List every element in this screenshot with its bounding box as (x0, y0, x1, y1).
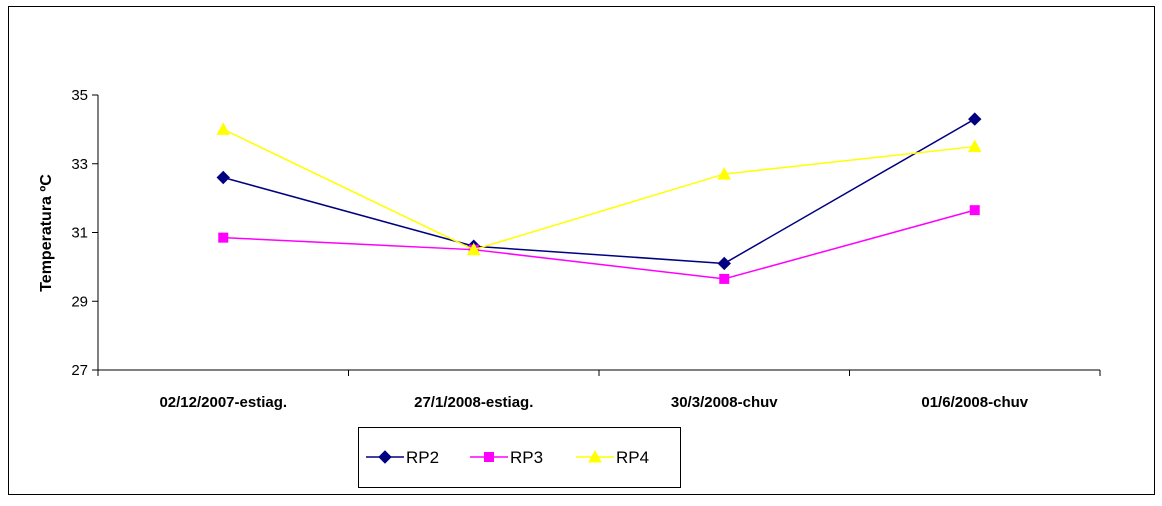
y-tick-label: 27 (71, 362, 88, 379)
data-point-rp4 (717, 167, 732, 180)
legend-marker (378, 450, 392, 464)
y-tick-label: 29 (71, 293, 88, 310)
series-rp4 (216, 122, 982, 256)
x-tick-label: 30/3/2008-chuv (671, 394, 778, 411)
series-line-rp4 (222, 128, 975, 251)
legend-marker (588, 449, 602, 463)
x-axis-ticks: 02/12/2007-estiag. 27/1/2008-estiag. 30/3/… (97, 369, 1101, 411)
legend-box (358, 427, 681, 488)
legend-label: RP3 (510, 448, 543, 467)
series-group (216, 112, 982, 284)
legend-item-rp3: RP3 (470, 448, 543, 467)
y-tick-label: 35 (71, 87, 88, 104)
x-tick-label: 02/12/2007-estiag. (159, 394, 287, 411)
y-tick-label: 33 (71, 156, 88, 173)
series-rp2 (216, 112, 982, 271)
legend-marker (484, 452, 494, 462)
data-point-rp2 (717, 256, 731, 271)
y-axis-title: Temperatura ºC (38, 174, 55, 292)
legend-item-rp2: RP2 (366, 448, 439, 467)
chart-border (8, 6, 1155, 495)
data-point-rp4 (967, 139, 982, 153)
x-tick-label: 27/1/2008-estiag. (414, 394, 533, 411)
data-point-rp3 (969, 205, 980, 216)
legend-label: RP2 (406, 448, 439, 467)
data-point-rp3 (719, 273, 730, 284)
legend: RP2 RP3 RP4 (358, 427, 681, 488)
data-point-rp3 (218, 232, 229, 243)
x-tick-label: 01/6/2008-chuv (921, 394, 1028, 411)
y-axis-ticks: 27 29 31 33 35 (71, 87, 99, 379)
legend-label: RP4 (616, 448, 649, 467)
legend-item-rp4: RP4 (576, 448, 649, 467)
data-point-rp2 (968, 112, 982, 126)
series-line-rp2 (223, 118, 976, 265)
data-point-rp4 (216, 122, 231, 135)
data-point-rp2 (216, 170, 230, 185)
series-line-rp3 (223, 209, 975, 280)
y-tick-label: 31 (71, 225, 88, 242)
data-point-rp4 (466, 242, 481, 256)
series-rp3 (218, 205, 980, 284)
